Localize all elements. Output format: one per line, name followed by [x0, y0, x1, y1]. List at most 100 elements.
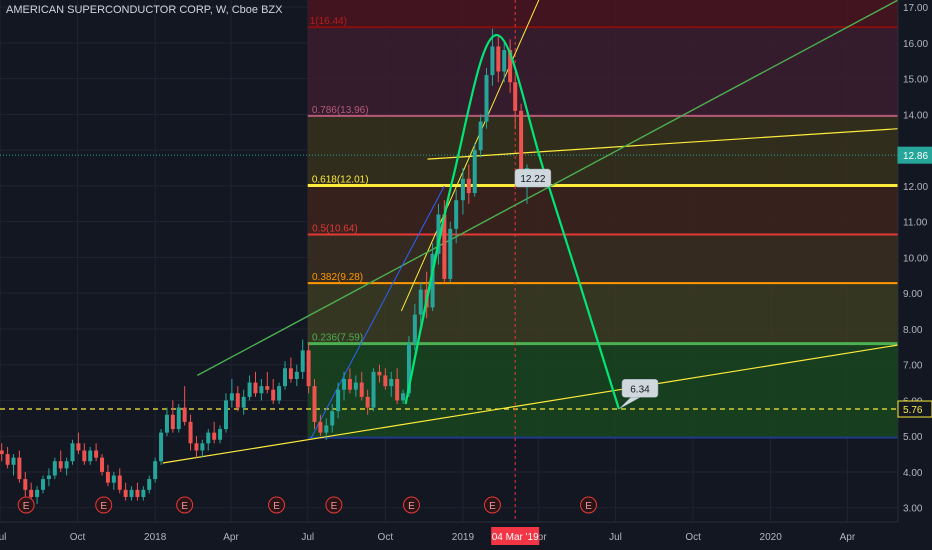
candle: [58, 450, 63, 472]
candle: [342, 371, 347, 401]
candle-body: [212, 432, 217, 440]
candle-body: [395, 378, 400, 401]
time-tick-label: Apr: [840, 532, 856, 543]
candle-body: [153, 461, 158, 480]
fib-band: [307, 185, 898, 235]
time-tick-label: Oct: [378, 532, 394, 543]
candle-body: [235, 393, 240, 408]
candle-body: [277, 386, 282, 401]
date-flag-label: 04 Mar '19: [492, 532, 539, 543]
candle: [513, 75, 518, 129]
candle-body: [88, 450, 93, 462]
time-tick-label: Oct: [70, 532, 86, 543]
earnings-circle: [325, 496, 343, 514]
candle-body: [64, 461, 69, 469]
candle-body: [188, 421, 193, 444]
candle-body: [389, 378, 394, 387]
candle: [330, 404, 335, 433]
candle: [312, 378, 317, 430]
lower-trend-line: [162, 344, 899, 464]
candle-body: [100, 457, 105, 472]
candle: [212, 421, 217, 444]
candle: [235, 386, 240, 412]
candle: [294, 364, 299, 387]
candle: [123, 482, 128, 501]
candle: [182, 386, 187, 426]
candle: [454, 189, 459, 244]
candle-body: [448, 228, 453, 279]
time-tick-label: Jul: [301, 532, 314, 543]
candle-body: [170, 414, 175, 430]
candle-body: [312, 386, 317, 422]
earnings-circle: [580, 496, 598, 514]
candle-body: [218, 429, 223, 440]
earnings-marker: E: [17, 496, 35, 514]
candle: [105, 464, 110, 487]
candle-body: [300, 350, 305, 372]
candle: [170, 400, 175, 433]
candle: [430, 243, 435, 312]
candle-body: [123, 489, 128, 497]
candle-body: [182, 407, 187, 422]
candle-body: [406, 343, 411, 394]
fib-band: [307, 115, 898, 186]
candle-body: [135, 489, 140, 497]
candle-body: [359, 382, 364, 397]
candle: [324, 418, 329, 440]
candle-body: [253, 382, 258, 394]
candle: [365, 389, 370, 415]
price-tick-label: 11.00: [903, 218, 928, 229]
candle-body: [229, 393, 234, 401]
candle-body: [17, 457, 22, 480]
candle: [472, 143, 477, 197]
candle: [418, 282, 423, 326]
price-tick-label: 10.00: [903, 253, 928, 264]
price-tick-label: 12.00: [903, 182, 928, 193]
callout-text: 6.34: [630, 384, 650, 395]
fib-level-label: 1(16.44): [310, 16, 347, 27]
candle: [253, 371, 258, 397]
candle: [448, 221, 453, 283]
candle: [176, 404, 181, 433]
candle-body: [176, 407, 181, 430]
callout-box: [514, 168, 552, 188]
time-tick-label: 2020: [760, 532, 783, 543]
candle: [401, 389, 406, 405]
candle-body: [223, 400, 228, 430]
earnings-circle: [483, 496, 501, 514]
candle: [194, 436, 199, 458]
candle: [70, 439, 75, 465]
candle: [466, 164, 471, 204]
candle: [282, 361, 287, 390]
candle-body: [41, 479, 46, 490]
fib-level-label: 0.236(7.59): [312, 333, 363, 344]
candle-body: [82, 450, 87, 462]
candle-body: [159, 432, 164, 462]
price-tick-label: 17.00: [903, 3, 928, 14]
earnings-label: E: [585, 501, 592, 512]
candle: [64, 457, 69, 476]
candle: [218, 425, 223, 444]
earnings-circle: [176, 496, 194, 514]
candle: [41, 475, 46, 494]
candle-body: [371, 371, 376, 408]
candle-body: [271, 389, 276, 401]
fib-band-top: [307, 0, 898, 28]
time-tick-label: Jul: [609, 532, 622, 543]
candle-body: [11, 457, 16, 465]
candle: [436, 203, 441, 265]
candle: [496, 35, 501, 83]
steep-yellow-line: [400, 0, 540, 312]
candle-body: [35, 489, 40, 497]
callout: 6.34: [618, 379, 659, 410]
earnings-label: E: [23, 501, 30, 512]
earnings-circle: [95, 496, 113, 514]
earnings-label: E: [181, 501, 188, 512]
candle: [353, 375, 358, 397]
candle-body: [200, 443, 205, 451]
candle-body: [460, 178, 465, 201]
candle-body: [508, 50, 513, 83]
earnings-label: E: [331, 501, 338, 512]
